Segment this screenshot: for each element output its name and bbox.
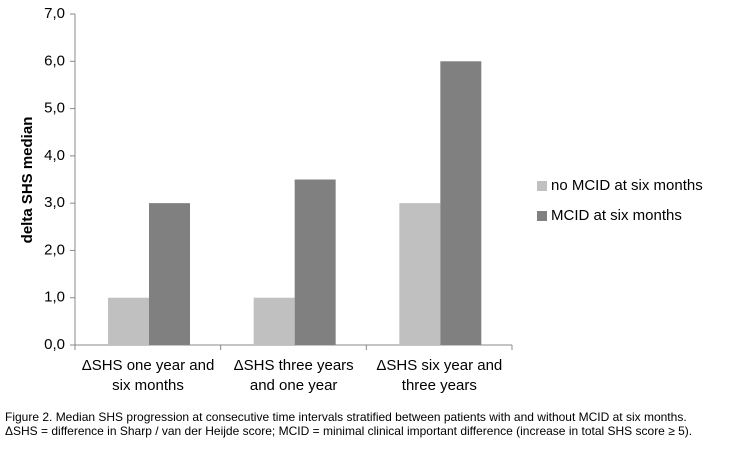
bar [108, 297, 149, 345]
y-tick-label: 7,0 [44, 5, 65, 22]
y-tick-label: 2,0 [44, 241, 65, 258]
x-tick-label: ΔSHS three years and one year [233, 357, 354, 394]
y-tick-label: 1,0 [44, 289, 65, 306]
y-tick-label: 0,0 [44, 336, 65, 353]
bar [253, 297, 295, 345]
bar [399, 203, 441, 345]
y-tick-label: 4,0 [44, 147, 65, 164]
bar [149, 203, 190, 345]
x-tick-label: ΔSHS one year and six months [81, 357, 215, 394]
y-axis-label: delta SHS median [19, 117, 36, 244]
bar [440, 61, 482, 346]
legend-label: no MCID at six months [551, 177, 703, 194]
caption: Figure 2. Median SHS progression at cons… [5, 410, 693, 438]
bar [294, 179, 336, 345]
y-tick-label: 5,0 [44, 100, 65, 117]
y-tick-label: 6,0 [44, 52, 65, 69]
legend-label: MCID at six months [551, 207, 682, 224]
y-tick-label: 3,0 [44, 194, 65, 211]
x-tick-label: ΔSHS six year and three years [376, 357, 503, 394]
legend-swatch [537, 211, 547, 221]
legend-swatch [537, 181, 547, 191]
